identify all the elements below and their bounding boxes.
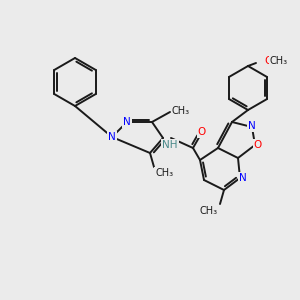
Text: N: N	[123, 117, 131, 127]
Text: CH₃: CH₃	[172, 106, 190, 116]
Text: O: O	[264, 56, 272, 66]
Text: N: N	[239, 173, 247, 183]
Text: O: O	[254, 140, 262, 150]
Text: CH₃: CH₃	[269, 56, 287, 66]
Text: CH₃: CH₃	[200, 206, 218, 216]
Text: NH: NH	[162, 140, 178, 150]
Text: N: N	[108, 132, 116, 142]
Text: N: N	[248, 121, 256, 131]
Text: O: O	[198, 127, 206, 137]
Text: CH₃: CH₃	[155, 168, 173, 178]
